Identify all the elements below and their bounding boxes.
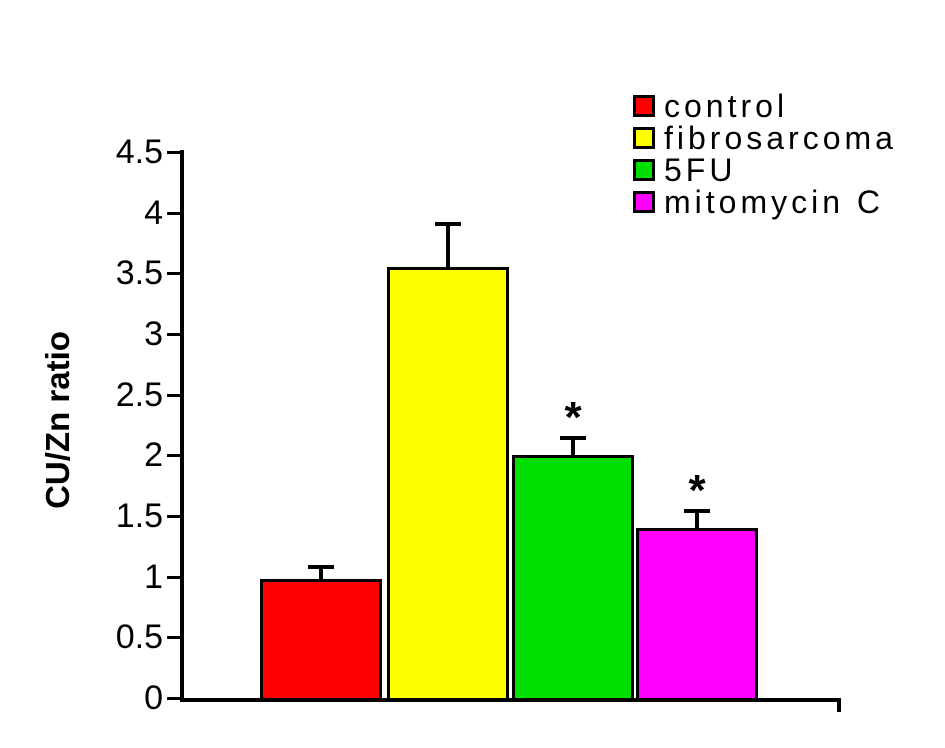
bar-control — [260, 579, 382, 701]
error-bar-cap-control — [308, 564, 334, 569]
y-tick-label-4: 4 — [144, 193, 163, 232]
error-bar-cap-fibrosarcoma — [435, 221, 461, 226]
y-tick-mark-0-5 — [167, 636, 181, 640]
error-bar-cap-mitomycin-c — [684, 509, 710, 514]
legend-item-fibrosarcoma: fibrosarcoma — [633, 122, 897, 154]
y-tick-mark-3 — [167, 333, 181, 336]
legend-swatch-5fu — [633, 159, 655, 181]
x-axis-end-tick — [837, 698, 841, 712]
y-tick-mark-0 — [167, 697, 181, 700]
error-bar-cap-5fu — [560, 436, 586, 441]
error-bar-stem-control — [319, 566, 323, 580]
legend-swatch-mitomycin-c — [633, 191, 655, 213]
bar-fibrosarcoma — [387, 267, 509, 701]
y-tick-mark-4 — [167, 211, 181, 215]
legend-label-control: control — [664, 88, 789, 124]
x-axis-line — [180, 698, 841, 702]
bar-mitomycin-c — [636, 528, 758, 701]
y-tick-label-1-5: 1.5 — [115, 497, 163, 535]
y-tick-mark-3-5 — [167, 272, 181, 276]
y-tick-label-3-5: 3.5 — [115, 254, 163, 293]
legend-item-mitomycin-c: mitomycin C — [633, 186, 897, 218]
legend-item-control: control — [633, 90, 897, 122]
y-axis-line — [180, 150, 184, 702]
legend-label-5fu: 5FU — [664, 152, 737, 188]
y-tick-mark-1 — [167, 575, 181, 579]
y-tick-mark-2-5 — [167, 393, 181, 397]
error-bar-stem-mitomycin-c — [695, 511, 699, 529]
error-bar-stem-fibrosarcoma — [446, 223, 450, 268]
legend-label-fibrosarcoma: fibrosarcoma — [664, 120, 897, 156]
y-tick-label-0-5: 0.5 — [115, 618, 163, 657]
y-tick-label-2: 2 — [144, 436, 163, 475]
y-tick-label-2-5: 2.5 — [115, 375, 163, 414]
y-tick-mark-2 — [167, 454, 181, 458]
significance-asterisk-mitomycin-c: * — [688, 466, 706, 516]
y-tick-label-1: 1 — [144, 557, 163, 596]
significance-asterisk-5fu: * — [564, 393, 582, 443]
y-tick-label-0: 0 — [144, 679, 163, 717]
y-tick-label-3: 3 — [144, 315, 163, 353]
bar-5fu — [512, 455, 634, 701]
y-tick-mark-1-5 — [167, 515, 181, 518]
y-tick-mark-4-5 — [167, 151, 181, 154]
error-bar-stem-5fu — [571, 438, 575, 456]
legend-swatch-control — [633, 95, 655, 117]
y-tick-label-4-5: 4.5 — [115, 133, 163, 171]
legend-label-mitomycin-c: mitomycin C — [664, 184, 885, 220]
legend-item-5fu: 5FU — [633, 154, 897, 186]
legend-swatch-fibrosarcoma — [633, 127, 655, 149]
legend: control fibrosarcoma 5FU mitomycin C — [633, 90, 897, 218]
